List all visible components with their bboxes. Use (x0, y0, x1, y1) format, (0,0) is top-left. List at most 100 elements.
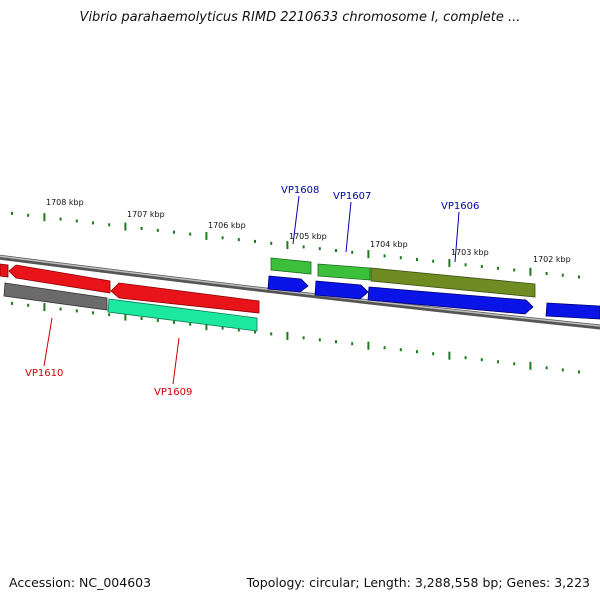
outer-ruler-tick (237, 238, 240, 242)
outer-ruler-tick (43, 213, 46, 222)
inner-ruler-tick (367, 341, 370, 350)
ruler-label-1708: 1708 kbp (46, 198, 84, 207)
leader-vp1610 (43, 317, 53, 367)
gene-blue-4[interactable] (545, 302, 600, 320)
outer-ruler-tick (140, 227, 143, 230)
outer-ruler-tick (448, 259, 451, 267)
inner-ruler-tick (237, 328, 240, 332)
inner-ruler-tick (254, 330, 256, 334)
outer-ruler-tick (318, 247, 321, 251)
inner-ruler-tick (416, 350, 418, 354)
inner-ruler-tick (302, 336, 305, 340)
inner-ruler (11, 301, 580, 374)
outer-ruler-tick (432, 259, 435, 263)
outer-ruler-tick (173, 230, 175, 234)
outer-ruler-tick (561, 273, 564, 277)
inner-ruler-tick (480, 358, 483, 362)
outer-ruler-tick (529, 267, 532, 276)
outer-ruler-tick (11, 211, 13, 215)
map-title: Vibrio parahaemolyticus RIMD 2210633 chr… (79, 10, 521, 25)
outer-ruler-tick (513, 268, 516, 272)
chromosome-backbone (0, 254, 600, 330)
outer-ruler-tick (59, 217, 62, 221)
inner-ruler-tick (318, 338, 321, 342)
outer-ruler-tick (189, 232, 192, 236)
outer-ruler-tick (416, 258, 418, 261)
inner-ruler-tick (513, 362, 516, 366)
ruler-label-1707: 1707 kbp (127, 210, 165, 219)
outer-ruler-tick (221, 236, 224, 240)
gene-olive-vp1606[interactable] (370, 267, 536, 298)
gene-green-vp1607[interactable] (317, 263, 371, 281)
inner-ruler-tick (11, 301, 13, 305)
gene-label-vp1606[interactable]: VP1606 (441, 201, 479, 212)
gene-red-2[interactable] (110, 282, 260, 314)
ruler-label-1705: 1705 kbp (289, 232, 327, 241)
inner-ruler-tick (464, 356, 467, 360)
outer-ruler-tick (464, 263, 467, 267)
inner-ruler-tick (545, 366, 548, 370)
outer-ruler-tick (335, 249, 337, 252)
outer-ruler-tick (205, 231, 208, 240)
gene-label-vp1607[interactable]: VP1607 (333, 191, 371, 202)
gene-blue-1[interactable] (267, 275, 309, 293)
outer-ruler-tick (497, 266, 499, 270)
gene-label-vp1610[interactable]: VP1610 (25, 368, 63, 379)
outer-ruler-tick (75, 219, 78, 223)
inner-ruler-tick (27, 303, 30, 307)
outer-ruler-tick (27, 213, 30, 217)
inner-ruler-tick (173, 320, 175, 324)
leader-vp1609 (172, 337, 180, 385)
gene-label-vp1609[interactable]: VP1609 (154, 387, 192, 398)
inner-ruler-tick (529, 361, 532, 370)
inner-ruler-tick (156, 318, 159, 322)
inner-ruler-tick (140, 317, 143, 320)
gene-gray-vp1610[interactable] (3, 282, 108, 311)
outer-ruler-tick (124, 222, 127, 231)
inner-ruler-tick (205, 322, 208, 331)
leader-vp1608 (292, 195, 300, 245)
inner-ruler-tick (270, 332, 273, 336)
outer-ruler (11, 211, 580, 279)
inner-ruler-tick (351, 342, 354, 346)
inner-ruler-tick (92, 311, 94, 315)
outer-ruler-tick (156, 228, 159, 232)
gene-blue-2[interactable] (314, 280, 369, 300)
outer-ruler-tick (254, 239, 256, 243)
accession-text: Accession: NC_004603 (9, 575, 152, 590)
outer-ruler-tick (92, 221, 94, 225)
inner-ruler-tick (75, 309, 78, 313)
topology-summary: Topology: circular; Length: 3,288,558 bp… (246, 575, 590, 590)
inner-ruler-tick (432, 352, 435, 356)
outer-ruler-tick (545, 272, 548, 275)
inner-ruler-tick (189, 322, 192, 326)
inner-ruler-tick (335, 340, 337, 344)
ruler-label-1702: 1702 kbp (533, 255, 571, 264)
inner-ruler-tick (108, 313, 111, 317)
inner-ruler-tick (448, 351, 451, 360)
inner-ruler-tick (43, 303, 46, 312)
gene-red-1[interactable] (8, 264, 111, 294)
gene-red-left-edge[interactable] (0, 263, 9, 278)
inner-ruler-tick (578, 370, 580, 374)
leader-vp1607 (345, 201, 352, 253)
ruler-label-1703: 1703 kbp (451, 248, 489, 257)
outer-ruler-tick (578, 275, 580, 279)
outer-ruler-tick (399, 256, 402, 260)
gene-teal-vp1609[interactable] (107, 298, 258, 332)
gene-label-vp1608[interactable]: VP1608 (281, 185, 319, 196)
outer-ruler-tick (270, 241, 273, 245)
chromosome-backbone-highlight (0, 255, 600, 327)
outer-ruler-tick (108, 223, 111, 227)
gene-green-vp1608[interactable] (270, 257, 312, 275)
inner-ruler-tick (399, 348, 402, 352)
gene-blue-3[interactable] (367, 286, 534, 315)
outer-ruler-tick (351, 250, 354, 254)
inner-ruler-tick (221, 326, 224, 330)
outer-ruler-tick (367, 250, 370, 259)
leader-vp1606 (454, 211, 460, 263)
ruler-label-1706: 1706 kbp (208, 221, 246, 230)
inner-ruler-tick (286, 331, 289, 340)
outer-ruler-tick (286, 241, 289, 250)
